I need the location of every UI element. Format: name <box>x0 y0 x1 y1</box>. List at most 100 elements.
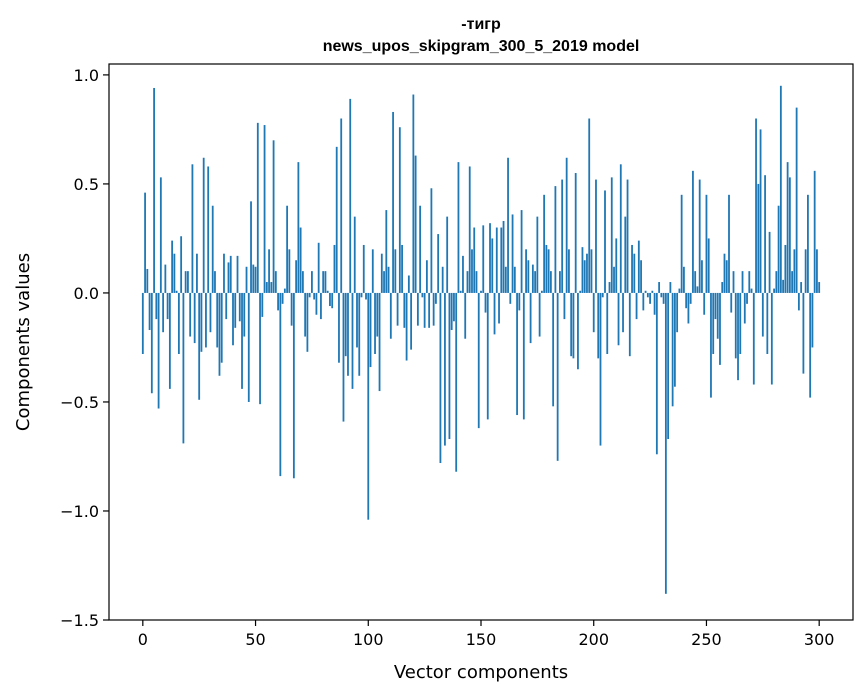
bar-22 <box>191 164 194 293</box>
bar-186 <box>561 179 564 293</box>
bar-230 <box>660 292 663 298</box>
bar-84 <box>331 292 334 309</box>
bar-31 <box>211 205 214 293</box>
bar-176 <box>538 292 541 337</box>
bar-231 <box>662 292 665 304</box>
bar-277 <box>766 292 769 354</box>
bar-85 <box>333 244 336 293</box>
bar-287 <box>788 177 791 293</box>
bar-195 <box>581 247 584 293</box>
bar-119 <box>410 292 413 350</box>
bar-240 <box>683 266 685 293</box>
bar-210 <box>615 238 618 293</box>
bar-134 <box>444 292 446 446</box>
bar-136 <box>448 292 451 440</box>
bar-89 <box>342 292 345 422</box>
y-axis-ticks: −1.5 −1.0 −0.5 0.0 0.5 1.0 <box>60 66 109 630</box>
bar-298 <box>813 170 816 293</box>
bar-187 <box>563 292 566 320</box>
bar-268 <box>746 292 748 304</box>
bar-285 <box>784 244 787 293</box>
bar-192 <box>574 173 577 293</box>
bar-205 <box>604 190 606 293</box>
bar-75 <box>311 271 313 293</box>
plot-frame <box>108 63 854 621</box>
bar-190 <box>570 292 573 357</box>
bar-235 <box>671 292 674 407</box>
bar-126 <box>425 260 428 293</box>
bar-201 <box>595 179 597 293</box>
bar-233 <box>667 292 670 440</box>
bar-275 <box>761 292 764 337</box>
bar-79 <box>320 292 322 320</box>
bar-267 <box>743 292 746 324</box>
bar-110 <box>389 292 392 339</box>
bar-138 <box>453 292 455 322</box>
bar-8 <box>159 177 162 293</box>
bar-154 <box>489 223 491 293</box>
bar-50 <box>254 266 257 293</box>
bar-271 <box>752 292 755 385</box>
bar-155 <box>491 238 494 293</box>
bar-49 <box>252 264 255 293</box>
bar-292 <box>800 282 803 293</box>
bar-86 <box>335 146 338 293</box>
bar-12 <box>168 292 171 389</box>
bar-40 <box>232 292 234 346</box>
bar-59 <box>274 271 277 293</box>
bar-111 <box>392 111 394 293</box>
bar-127 <box>428 292 431 328</box>
bar-214 <box>624 216 627 293</box>
bar-36 <box>223 253 225 293</box>
bar-144 <box>466 271 469 293</box>
bar-193 <box>577 292 579 370</box>
bar-109 <box>387 266 390 293</box>
bar-228 <box>655 292 658 455</box>
bar-7 <box>157 292 160 409</box>
bar-125 <box>423 292 426 328</box>
bar-103 <box>374 292 376 354</box>
bar-93 <box>351 292 354 389</box>
y-tick-label: 0.5 <box>74 175 99 194</box>
bar-53 <box>261 292 264 317</box>
bar-217 <box>631 244 633 293</box>
bar-158 <box>498 292 500 324</box>
bar-260 <box>728 194 730 293</box>
bar-165 <box>513 266 516 293</box>
bar-87 <box>338 292 340 363</box>
bar-161 <box>504 266 507 293</box>
chart-subtitle: news_upos_skipgram_300_5_2019 model <box>323 38 640 55</box>
x-tick-label: 100 <box>353 630 384 649</box>
bar-222 <box>642 292 645 311</box>
bar-273 <box>757 183 760 293</box>
bars-group <box>141 85 821 594</box>
bar-248 <box>701 260 703 293</box>
bar-264 <box>737 292 739 381</box>
bar-137 <box>450 292 453 331</box>
x-tick-label: 150 <box>466 630 497 649</box>
bar-61 <box>279 292 282 477</box>
bar-253 <box>712 292 715 354</box>
bar-5 <box>153 87 155 293</box>
bar-167 <box>518 292 521 311</box>
bar-254 <box>714 292 717 320</box>
bar-117 <box>405 292 408 361</box>
bar-249 <box>703 292 706 315</box>
bar-60 <box>277 292 279 311</box>
bar-101 <box>369 292 372 368</box>
bar-56 <box>268 249 270 293</box>
bar-152 <box>484 292 487 313</box>
bar-132 <box>439 292 442 464</box>
bar-281 <box>775 271 778 293</box>
bar-202 <box>597 292 600 359</box>
bar-120 <box>412 94 415 293</box>
bar-145 <box>468 166 471 293</box>
bar-148 <box>475 271 478 293</box>
x-axis-label: Vector components <box>394 662 568 683</box>
bar-29 <box>207 166 210 293</box>
bar-6 <box>155 292 158 320</box>
bar-92 <box>349 98 352 293</box>
bar-299 <box>816 249 818 293</box>
bar-151 <box>482 225 485 293</box>
bar-115 <box>401 244 403 293</box>
